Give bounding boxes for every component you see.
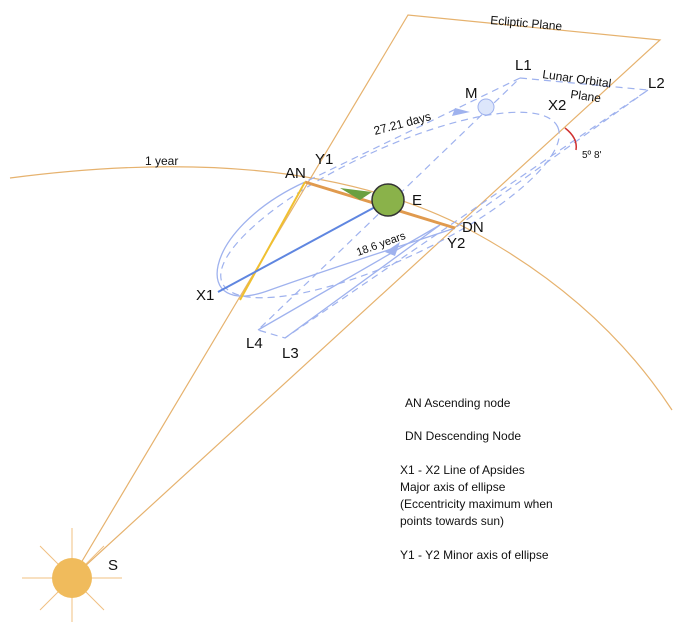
- label: L3: [282, 345, 299, 362]
- label: L1: [515, 57, 532, 74]
- label: M: [465, 85, 478, 102]
- label: X2: [548, 97, 566, 114]
- label: 5º 8': [582, 150, 602, 161]
- arrow: [452, 108, 470, 116]
- label: 27.21 days: [372, 109, 432, 138]
- legend-line: DN Descending Node: [405, 429, 521, 443]
- labels: Ecliptic Plane L1 Lunar Orbital Plane L2…: [108, 13, 665, 574]
- label: AN: [285, 165, 306, 182]
- label: Ecliptic Plane: [490, 13, 563, 33]
- label: Y1: [315, 151, 333, 168]
- earth-orbit: [10, 167, 672, 410]
- sun: [52, 558, 92, 598]
- label: S: [108, 557, 118, 574]
- label: Y2: [447, 235, 465, 252]
- angle-arc: [565, 128, 576, 150]
- label: E: [412, 192, 422, 209]
- label: Plane: [570, 87, 603, 105]
- label: 1 year: [145, 154, 178, 168]
- label: L2: [648, 75, 665, 92]
- legend-line: Major axis of ellipse: [400, 480, 506, 494]
- plane-line: [305, 78, 520, 182]
- legend-line: AN Ascending node: [405, 396, 511, 410]
- legend-line: (Eccentricity maximum when: [400, 497, 553, 511]
- lunar-plane: [258, 78, 648, 338]
- earth: [372, 184, 404, 216]
- legend-line: X1 - X2 Line of Apsides: [400, 463, 525, 477]
- label: L4: [246, 335, 263, 352]
- label: X1: [196, 287, 214, 304]
- moon: [478, 99, 494, 115]
- legend: AN Ascending node DN Descending Node X1 …: [400, 396, 553, 562]
- diagram: Ecliptic Plane L1 Lunar Orbital Plane L2…: [0, 0, 673, 622]
- label: DN: [462, 219, 484, 236]
- legend-line: Y1 - Y2 Minor axis of ellipse: [400, 548, 549, 562]
- legend-line: points towards sun): [400, 514, 504, 528]
